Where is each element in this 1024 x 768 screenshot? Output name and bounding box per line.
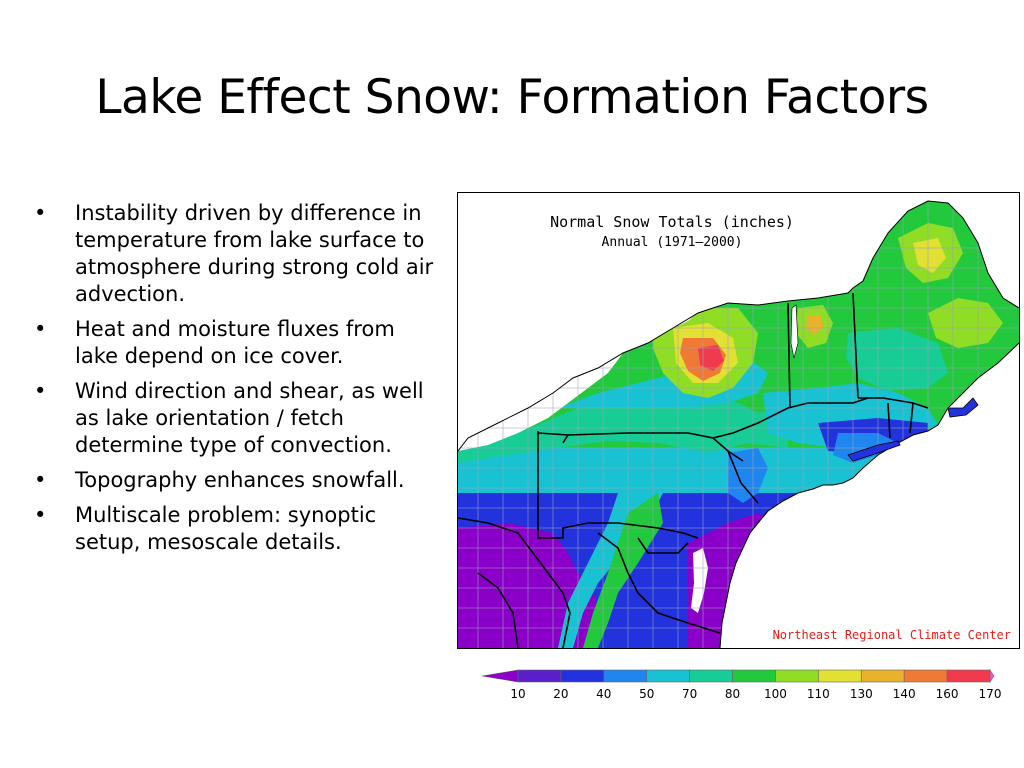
atlantic-ocean-shape [720, 343, 1019, 648]
legend-color-cell [517, 669, 562, 683]
lake-erie-shape [458, 353, 623, 451]
bullet-text: Heat and moisture fluxes from lake depen… [75, 317, 395, 368]
bullet-dot-icon: • [34, 379, 47, 403]
bullet-dot-icon: • [34, 503, 47, 527]
legend-color-cell [603, 669, 648, 683]
lake-ontario-shape [573, 308, 703, 378]
bullet-dot-icon: • [34, 201, 47, 225]
map-credit: Northeast Regional Climate Center [772, 628, 1011, 642]
snowfall-map-graphic [458, 200, 1019, 648]
bullet-item: • Instability driven by difference in tem… [34, 200, 434, 308]
legend-tick-label: 100 [764, 687, 787, 701]
legend-tick-label: 10 [510, 687, 526, 701]
legend-tick-label: 170 [978, 687, 1002, 701]
legend-color-cell [946, 669, 991, 683]
bullet-item: • Wind direction and shear, as well as la… [34, 378, 434, 459]
cape-cod-shape [947, 397, 979, 418]
bullet-text: Instability driven by difference in temp… [75, 201, 434, 306]
legend-arrow-high [989, 669, 995, 683]
legend-tick-label: 70 [681, 687, 698, 701]
state-borders [458, 292, 929, 648]
bullet-dot-icon: • [34, 317, 47, 341]
lake-champlain-shape [790, 304, 799, 359]
bullet-item: • Heat and moisture fluxes from lake depe… [34, 316, 434, 370]
legend-color-cell [646, 669, 690, 683]
legend-color-cell [860, 669, 905, 683]
legend-color-cell [775, 669, 819, 683]
bullet-item: • Topography enhances snowfall. [34, 467, 434, 494]
bullet-text: Wind direction and shear, as well as lak… [75, 379, 424, 457]
map-title: Normal Snow Totals (inches) [550, 213, 794, 231]
chesapeake-bay-shape [691, 548, 708, 613]
legend-color-cell [560, 669, 605, 683]
slide-title: Lake Effect Snow: Formation Factors [95, 70, 929, 125]
legend-tick-label: 20 [553, 687, 569, 701]
legend-tick-label: 110 [806, 687, 830, 701]
bullet-item: • Multiscale problem: synoptic setup, mes… [34, 502, 434, 556]
legend-color-cell [818, 669, 862, 683]
legend-arrow-low [481, 669, 519, 683]
bullet-text: Topography enhances snowfall. [75, 468, 405, 492]
color-scale-labels: 10 20 40 50 70 80 100 110 130 140 160 170 [476, 687, 1001, 701]
legend-tick-label: 130 [849, 687, 873, 701]
legend-tick-label: 80 [724, 687, 741, 701]
legend-tick-label: 40 [596, 687, 612, 701]
legend-color-cell [732, 669, 776, 683]
legend-tick-label: 160 [935, 687, 959, 701]
snowfall-map: Normal Snow Totals (inches) Annual (1971… [457, 192, 1020, 649]
legend-tick-label: 50 [639, 687, 655, 701]
legend-tick-label: 140 [892, 687, 916, 701]
long-island-shape [847, 440, 901, 462]
map-subtitle: Annual (1971–2000) [601, 235, 743, 250]
color-scale-legend: 10 20 40 50 70 80 100 110 130 140 160 170 [476, 664, 1001, 704]
bullet-dot-icon: • [34, 468, 47, 492]
coastline [458, 200, 1019, 648]
bullet-list: • Instability driven by difference in tem… [34, 200, 434, 564]
bullet-text: Multiscale problem: synoptic setup, meso… [75, 503, 377, 554]
color-scale-bar [481, 669, 995, 683]
legend-color-cell [689, 669, 733, 683]
legend-color-cell [903, 669, 948, 683]
